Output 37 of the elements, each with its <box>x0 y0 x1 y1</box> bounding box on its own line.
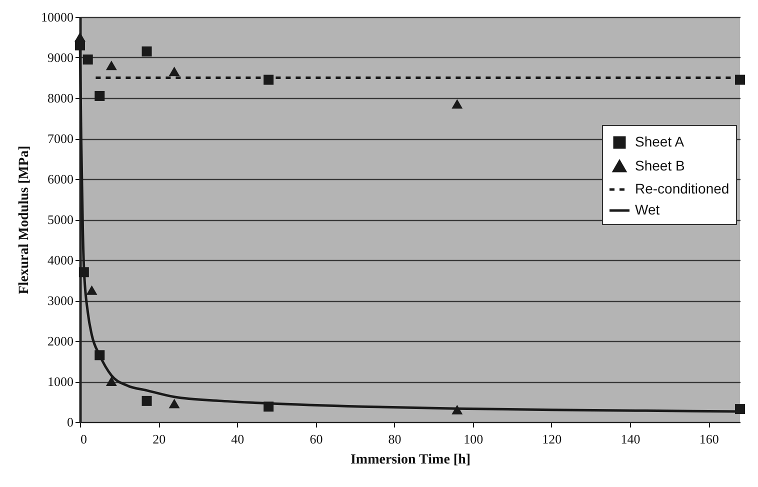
x-tick-label: 60 <box>310 432 323 446</box>
x-tick-label: 140 <box>620 432 640 446</box>
point <box>82 54 93 65</box>
point <box>168 398 180 408</box>
point <box>452 99 463 109</box>
y-tick-label: 7000 <box>48 131 74 146</box>
point <box>86 285 98 295</box>
y-tick-label: 1000 <box>48 374 74 389</box>
y-tick-label: 3000 <box>48 293 74 308</box>
point <box>94 90 105 101</box>
y-tick-label: 10000 <box>41 10 74 24</box>
x-tick-label: 120 <box>542 432 562 446</box>
point <box>142 46 152 56</box>
x-tick-label: 100 <box>464 432 484 446</box>
y-tick-label: 2000 <box>48 334 74 348</box>
point <box>74 32 86 42</box>
point <box>142 396 152 406</box>
point <box>168 66 180 76</box>
x-axis-title: Immersion Time [h] <box>350 452 471 468</box>
y-tick-label: 4000 <box>48 252 74 268</box>
legend-label: Re-conditioned <box>635 180 730 196</box>
x-tick-label: 40 <box>231 432 244 446</box>
y-tick-label: 0 <box>67 414 74 430</box>
point <box>106 60 117 70</box>
x-tick-label: 20 <box>152 432 166 446</box>
y-tick-label: 8000 <box>48 90 74 106</box>
y-tick-label: 5000 <box>48 212 74 227</box>
y-tick-label: 6000 <box>48 172 74 186</box>
x-tick-label: 0 <box>80 432 87 446</box>
x-tick-label: 160 <box>699 432 719 446</box>
legend-label: Wet <box>635 202 660 218</box>
legend-label: Sheet A <box>635 134 685 150</box>
y-tick-label: 9000 <box>48 50 74 65</box>
legend-label: Sheet B <box>635 158 685 174</box>
y-axis-title: Flexural Modulus [MPa] <box>17 146 32 294</box>
x-tick-label: 80 <box>388 432 402 446</box>
point <box>106 376 117 386</box>
